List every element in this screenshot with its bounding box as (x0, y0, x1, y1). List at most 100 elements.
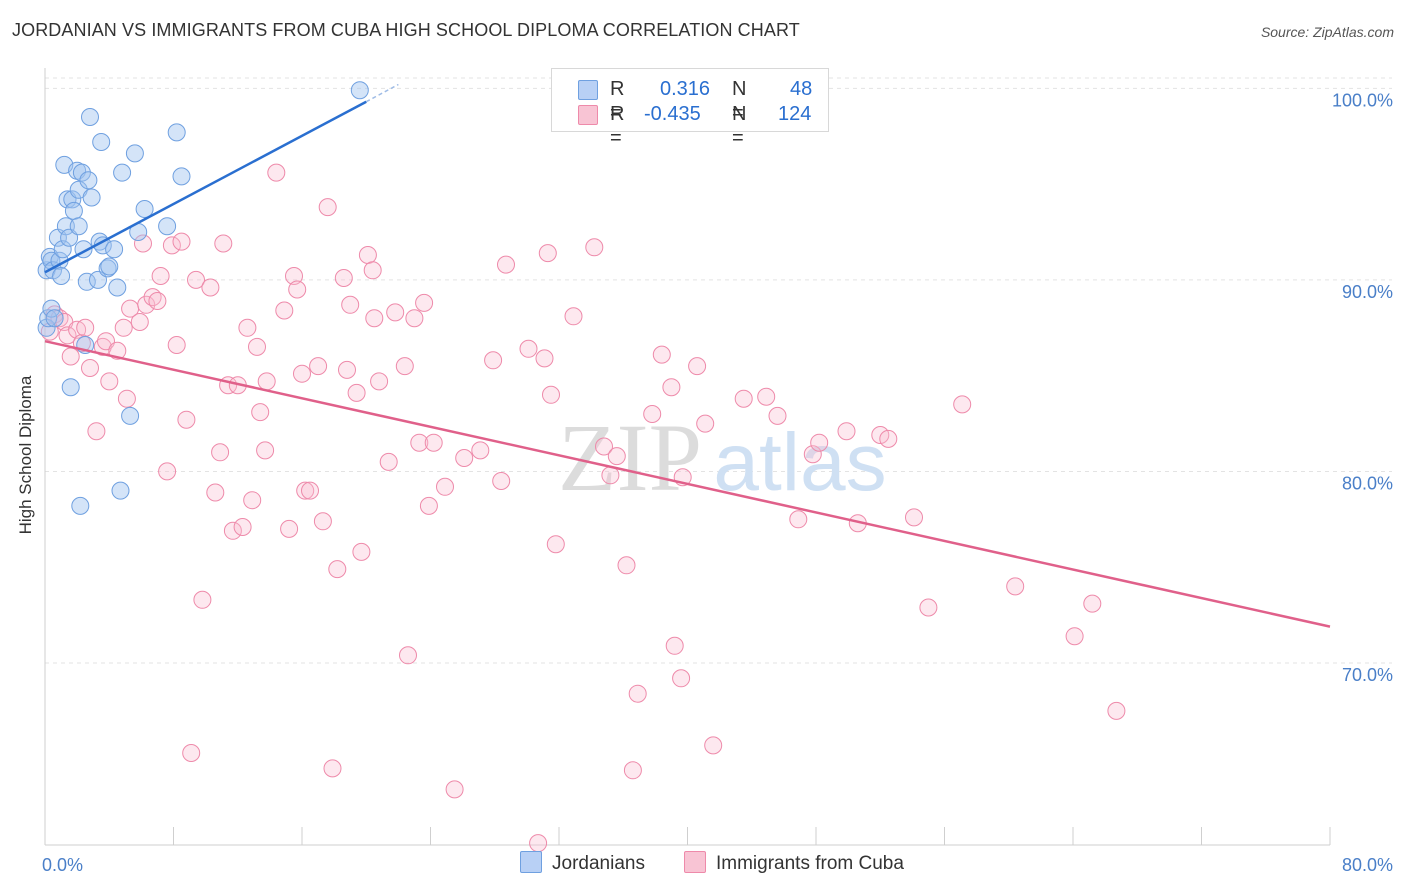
point-cuba (652, 345, 671, 364)
point-cuba (424, 433, 443, 452)
point-jordanians (56, 217, 75, 236)
point-jordanians (64, 201, 83, 220)
trend-line-jordanians (44, 100, 367, 274)
point-cuba (643, 405, 662, 423)
point-jordanians (63, 190, 82, 209)
point-cuba (211, 443, 230, 462)
watermark-atlas: atlas (713, 417, 886, 508)
point-cuba (379, 452, 398, 471)
point-cuba (296, 481, 315, 500)
point-cuba (61, 347, 80, 366)
axes (44, 68, 1331, 846)
watermark-zip: ZIP (558, 404, 702, 511)
point-cuba (148, 292, 167, 310)
point-cuba (285, 267, 303, 285)
point-cuba (810, 433, 829, 452)
point-cuba (492, 472, 511, 490)
point-cuba (358, 246, 377, 264)
legend-box: R = 0.316 N = 48 R = -0.435 N = 124 (551, 68, 829, 149)
point-cuba (529, 834, 548, 853)
bottom-legend-jordanians: Jordanians (520, 851, 645, 877)
point-jordanians (100, 257, 119, 276)
point-cuba (837, 422, 856, 441)
point-jordanians (113, 163, 132, 182)
point-cuba (323, 759, 342, 778)
point-cuba (757, 387, 776, 406)
x-tick-label: 80.0% (1342, 855, 1393, 875)
tick-labels: 70.0% 80.0% 90.0% 100.0% 0.0% 80.0% (42, 90, 1393, 875)
point-cuba (585, 238, 604, 257)
point-cuba (334, 269, 353, 287)
point-cuba (789, 510, 808, 529)
y-tick-label: 90.0% (1342, 282, 1393, 302)
point-cuba (734, 389, 753, 408)
legend-r-label: R = (610, 103, 625, 149)
y-tick-label: 80.0% (1342, 473, 1393, 493)
point-jordanians (121, 406, 140, 425)
point-cuba (352, 542, 371, 561)
point-cuba (87, 422, 106, 441)
point-cuba (177, 410, 196, 429)
x-tick-label: 0.0% (42, 855, 83, 875)
point-cuba (280, 519, 299, 538)
point-cuba (251, 403, 270, 422)
point-cuba (318, 198, 337, 217)
series-jordanians-points (37, 81, 369, 515)
point-cuba (410, 433, 429, 452)
point-cuba (338, 360, 356, 379)
point-cuba (58, 326, 77, 345)
point-cuba (167, 336, 186, 354)
point-cuba (704, 736, 723, 755)
point-cuba (399, 646, 417, 665)
point-cuba (134, 234, 152, 253)
point-jordanians (125, 144, 144, 163)
point-jordanians (61, 378, 80, 397)
legend-n-label: N = (732, 78, 747, 124)
legend-r-value: -0.435 (644, 103, 701, 125)
chart-title: JORDANIAN VS IMMIGRANTS FROM CUBA HIGH S… (12, 20, 800, 40)
point-cuba (768, 406, 787, 425)
point-cuba (405, 309, 424, 328)
point-cuba (607, 447, 626, 466)
point-cuba (595, 437, 613, 456)
point-cuba (535, 349, 554, 368)
point-jordanians (81, 108, 99, 126)
source-label: Source: ZipAtlas.com (1260, 24, 1394, 40)
point-cuba (206, 483, 225, 502)
point-cuba (267, 163, 286, 182)
point-cuba (130, 313, 149, 331)
point-jordanians (71, 496, 90, 515)
point-jordanians (53, 240, 72, 259)
bottom-legend-swatch-cuba (684, 851, 706, 873)
point-cuba (455, 449, 474, 467)
point-jordanians (72, 163, 91, 182)
point-cuba (81, 359, 99, 377)
point-cuba (386, 303, 405, 322)
point-cuba (665, 636, 684, 655)
bottom-legend-swatch-jordanians (520, 851, 542, 873)
point-cuba (347, 383, 366, 402)
point-cuba (1065, 627, 1084, 646)
legend-n-value: 124 (778, 103, 812, 125)
point-cuba (182, 744, 201, 762)
point-jordanians (89, 270, 107, 289)
point-jordanians (105, 240, 124, 259)
point-jordanians (111, 481, 130, 500)
y-tick-label: 100.0% (1332, 90, 1393, 110)
point-cuba (151, 267, 170, 285)
point-cuba (538, 244, 557, 263)
point-jordanians (167, 123, 186, 142)
point-cuba (257, 372, 276, 391)
legend-r-label: R = (610, 78, 625, 124)
point-jordanians (45, 309, 64, 328)
point-cuba (688, 357, 707, 376)
point-cuba (275, 301, 294, 320)
point-cuba (919, 598, 938, 617)
point-jordanians (92, 133, 111, 151)
point-cuba (546, 535, 565, 554)
point-cuba (471, 441, 490, 460)
trend-line-jordanians-extension (365, 83, 399, 103)
point-cuba (233, 518, 252, 536)
point-cuba (100, 372, 119, 391)
point-cuba (905, 508, 923, 527)
